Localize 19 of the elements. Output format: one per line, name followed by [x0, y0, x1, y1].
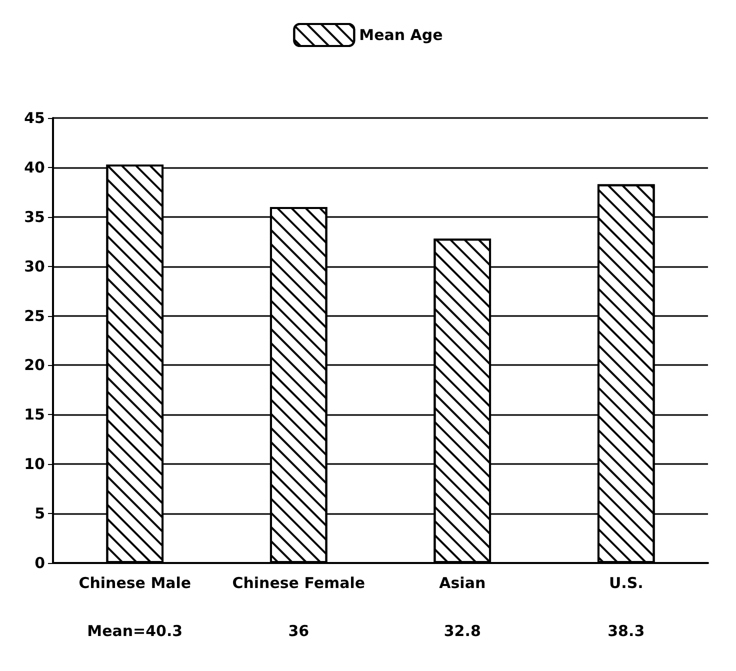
data-label: 38.3: [608, 622, 645, 640]
y-tick-label: 40: [24, 158, 45, 176]
y-tick-label: 5: [34, 504, 45, 523]
x-tick-label: Asian: [439, 574, 486, 592]
y-tick-label: 0: [34, 554, 45, 572]
x-tick-label: Chinese Male: [78, 574, 192, 592]
y-tick-label: 45: [24, 109, 45, 127]
y-tick-label: 15: [24, 406, 45, 424]
y-tick-label: 25: [24, 306, 45, 325]
x-tick-label: Chinese Female: [232, 574, 366, 592]
y-tick-label: 20: [24, 356, 45, 374]
data-label: Mean=40.3: [87, 622, 183, 640]
y-tick-label: 10: [24, 455, 45, 474]
y-tick-label: 30: [24, 257, 45, 276]
data-label: 32.8: [444, 622, 481, 640]
data-label: 36: [288, 622, 310, 640]
y-tick-label: 35: [24, 208, 45, 226]
legend-label: Mean Age: [359, 26, 443, 44]
x-tick-label: U.S.: [608, 574, 644, 592]
